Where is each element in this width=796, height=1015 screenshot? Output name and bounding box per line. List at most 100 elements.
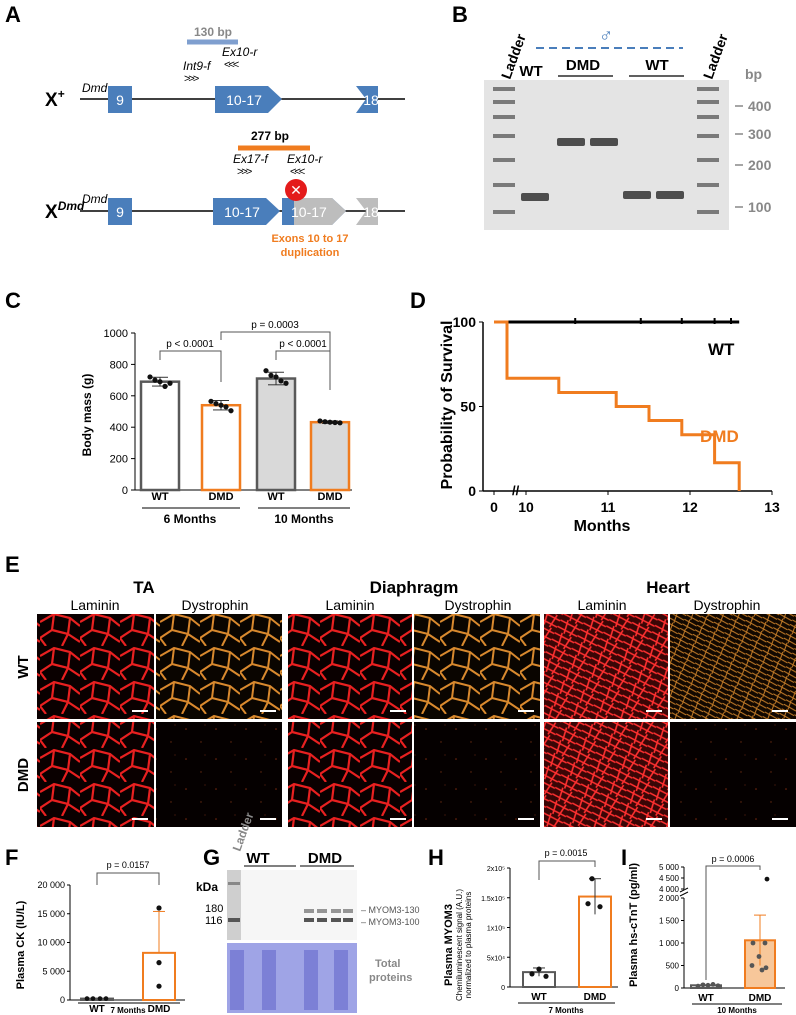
panel-letter-c: C: [5, 288, 21, 313]
gel-ladder-bands-left: [493, 87, 515, 214]
dmd-dup-exon: [294, 198, 346, 225]
c-point: [167, 380, 173, 386]
c-point: [208, 398, 214, 404]
h-y-tick-label: 5x10⁴: [487, 955, 505, 962]
f-point: [156, 983, 162, 989]
dmd-exon-10-17: [213, 198, 280, 225]
wt-exon-9-label: 9: [116, 92, 124, 108]
c-bar: [309, 420, 351, 492]
f-point: [156, 960, 162, 966]
i-axis-break: [679, 887, 689, 893]
g-bands: [304, 909, 353, 922]
g-size-180: 180: [205, 903, 223, 915]
i-y-tick-label: 4 000: [659, 885, 680, 894]
c-group-10: 10 Months: [274, 512, 334, 526]
f-bar: [142, 951, 176, 1001]
h-point: [543, 973, 549, 979]
g-lane-wt: WT: [246, 850, 269, 867]
c-bars: [139, 368, 351, 492]
dmd-exon-18-label: 18: [363, 204, 379, 220]
c-point: [278, 378, 284, 384]
dmd-exon-9-label: 9: [116, 204, 124, 220]
d-y-tick-label: 100: [453, 314, 477, 330]
i-cat-wt: WT: [698, 993, 714, 1004]
d-x-tick-label: 11: [601, 499, 616, 515]
male-symbol-icon: ♂: [599, 26, 613, 47]
c-point: [218, 402, 224, 408]
c-pvalue-1: p < 0.0001: [166, 339, 214, 350]
gel-lane-wt-2: WT: [645, 57, 668, 74]
f-pvalue: p = 0.0157: [107, 860, 150, 870]
wt-exon-10-17-label: 10-17: [226, 92, 262, 108]
c-point: [223, 404, 229, 410]
f-chart: 0 5 000 10 000 15 000 20 000 7 Months: [37, 880, 185, 1015]
i-bracket: [705, 865, 761, 980]
e-group-diaphragm: Diaphragm: [370, 578, 459, 597]
h-cat-wt: WT: [531, 992, 547, 1003]
c-point: [268, 372, 274, 378]
i-y-tick-label: 500: [666, 962, 680, 971]
c-bar: [200, 403, 242, 492]
h-ylabel-1: Plasma MYOM3: [443, 904, 455, 986]
d-xlabel: Months: [574, 518, 631, 535]
i-y-tick-label: 5 000: [659, 863, 680, 872]
i-point: [763, 965, 769, 971]
gene-label-wt: Dmd: [82, 81, 108, 95]
gel-lane-wt-1: WT: [519, 63, 542, 80]
d-y-tick-label: 0: [468, 483, 476, 499]
primer-int9f-label: Int9-f: [183, 59, 212, 73]
h-y-tick-label: 1.5x10⁵: [481, 896, 505, 903]
i-point: [764, 876, 770, 882]
i-y-tick-label: 0: [675, 984, 680, 993]
tile-dia-dmd-dystrophin: [414, 722, 540, 827]
c-point: [317, 418, 323, 424]
c-point: [322, 419, 328, 425]
i-y-tick-label: 1 500: [659, 917, 680, 926]
h-pvalue: p = 0.0015: [545, 848, 588, 858]
c-y-tick-label: 0: [122, 485, 128, 497]
f-point: [84, 996, 90, 1001]
f-point: [156, 905, 162, 911]
tile-ta-wt-laminin: [37, 614, 154, 719]
h-point: [597, 904, 603, 910]
svg-text:400: 400: [748, 98, 772, 114]
f-y-tick-label: 15 000: [37, 909, 65, 919]
c-point: [162, 383, 168, 389]
gel-ladder-bands-right: [697, 87, 719, 214]
h-group-label: 7 Months: [548, 1006, 584, 1015]
h-y-tick-label: 2x10⁵: [487, 866, 505, 873]
panel-d: D Probability of Survival // 0 50 100 0 10 11 1…: [410, 288, 780, 535]
c-point: [273, 374, 279, 380]
dup-caption-2: duplication: [281, 247, 340, 259]
c-point: [152, 377, 158, 383]
c-y-tick-label: 400: [110, 422, 128, 434]
d-y-tick-label: 50: [460, 399, 476, 415]
panel-letter-f: F: [5, 845, 18, 870]
h-point: [589, 876, 595, 882]
gel-image: [484, 80, 729, 230]
i-point: [710, 982, 716, 987]
g-size-116: 116: [205, 915, 223, 927]
g-ladder-lane: [227, 870, 241, 940]
i-ylabel: Plasma hs-cTnT (pg/ml): [628, 863, 640, 987]
allele-dmd-label: XDmd: [45, 199, 85, 223]
panel-g: G Ladder kDa WT DMD 180 116 – MYOM3-130 …: [196, 810, 420, 1013]
panel-i: I Plasma hs-cTnT (pg/ml) 0 500 1 000 1 500 2…: [621, 845, 785, 1015]
i-axis-break: [679, 891, 689, 897]
c-point: [228, 408, 234, 414]
c-pvalue-2: p = 0.0003: [251, 320, 299, 331]
tile-ta-wt-dystrophin: [156, 614, 282, 719]
wt-exon-18-label: 18: [363, 92, 379, 108]
wt-exon-10-17: [215, 86, 282, 113]
i-y-tick-label: 4 500: [659, 874, 680, 883]
svg-text:Dystrophin: Dystrophin: [694, 597, 761, 613]
c-point: [283, 380, 289, 386]
primer-ex17f-label: Ex17-f: [233, 152, 269, 166]
h-point: [585, 901, 591, 907]
i-y-tick-label: 1 000: [659, 939, 680, 948]
g-band-100: – MYOM3-100: [361, 917, 420, 927]
h-chart: 0 5x10⁴ 1x10⁵ 1.5x10⁵ 2x10⁵ 7 Months: [481, 866, 618, 1015]
c-category-labels: WT DMD WT DMD: [151, 491, 342, 503]
svg-text:Laminin: Laminin: [325, 597, 374, 613]
